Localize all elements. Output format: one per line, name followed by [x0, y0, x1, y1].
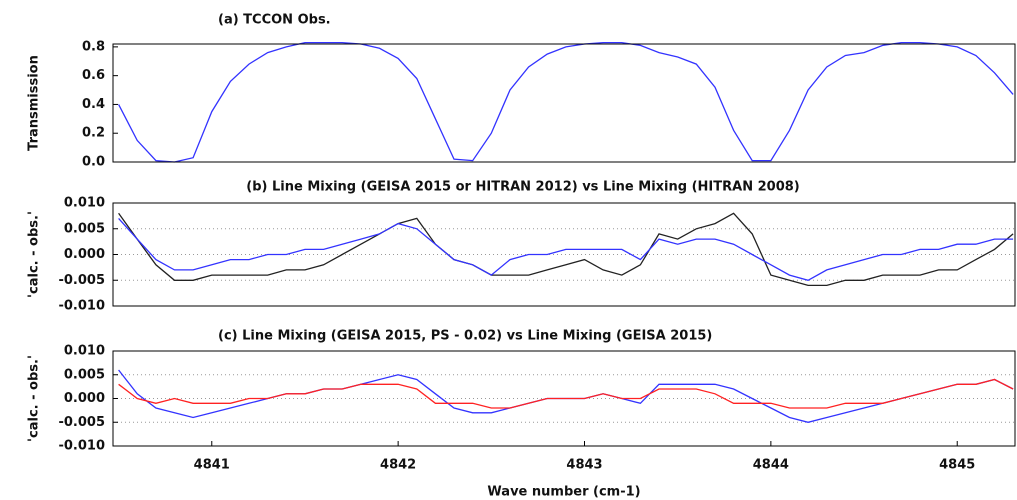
y-tick-label: -0.005	[58, 273, 105, 288]
series-line	[118, 217, 1014, 281]
y-axis-label: 'calc. - obs.'	[27, 211, 42, 298]
series-line	[118, 378, 1014, 409]
panel-title: (a) TCCON Obs.	[218, 13, 331, 28]
x-tick-label: 4842	[380, 458, 416, 473]
y-tick-label: 0.005	[64, 367, 105, 382]
y-axis-label: 'calc. - obs.'	[27, 355, 42, 442]
y-tick-label: 0.4	[82, 97, 105, 112]
y-tick-label: 0.005	[64, 221, 105, 236]
y-tick-label: -0.005	[58, 415, 105, 430]
y-tick-label: 0.000	[64, 247, 105, 262]
x-tick-label: 4841	[194, 458, 230, 473]
plot-frame	[112, 43, 1016, 163]
y-tick-label: -0.010	[58, 439, 105, 454]
y-tick-label: 0.000	[64, 391, 105, 406]
y-tick-label: 0.010	[64, 196, 105, 211]
series-line	[118, 212, 1014, 287]
y-tick-label: 0.8	[82, 39, 105, 54]
plot-frame	[112, 350, 1016, 447]
y-tick-label: 0.2	[82, 126, 105, 141]
series-line	[118, 41, 1014, 163]
series-line	[118, 369, 1014, 423]
plot-frame	[112, 202, 1016, 307]
y-tick-label: 0.010	[64, 344, 105, 359]
y-tick-label: 0.0	[82, 155, 105, 170]
panel-title: (b) Line Mixing (GEISA 2015 or HITRAN 20…	[246, 180, 799, 195]
y-axis-label: Transmission	[27, 55, 42, 151]
panel-title: (c) Line Mixing (GEISA 2015, PS - 0.02) …	[218, 329, 712, 344]
x-tick-label: 4844	[753, 458, 789, 473]
y-tick-label: 0.6	[82, 68, 105, 83]
x-tick-label: 4843	[566, 458, 602, 473]
x-tick-label: 4845	[939, 458, 975, 473]
y-tick-label: -0.010	[58, 299, 105, 314]
x-axis-label: Wave number (cm-1)	[487, 485, 640, 500]
